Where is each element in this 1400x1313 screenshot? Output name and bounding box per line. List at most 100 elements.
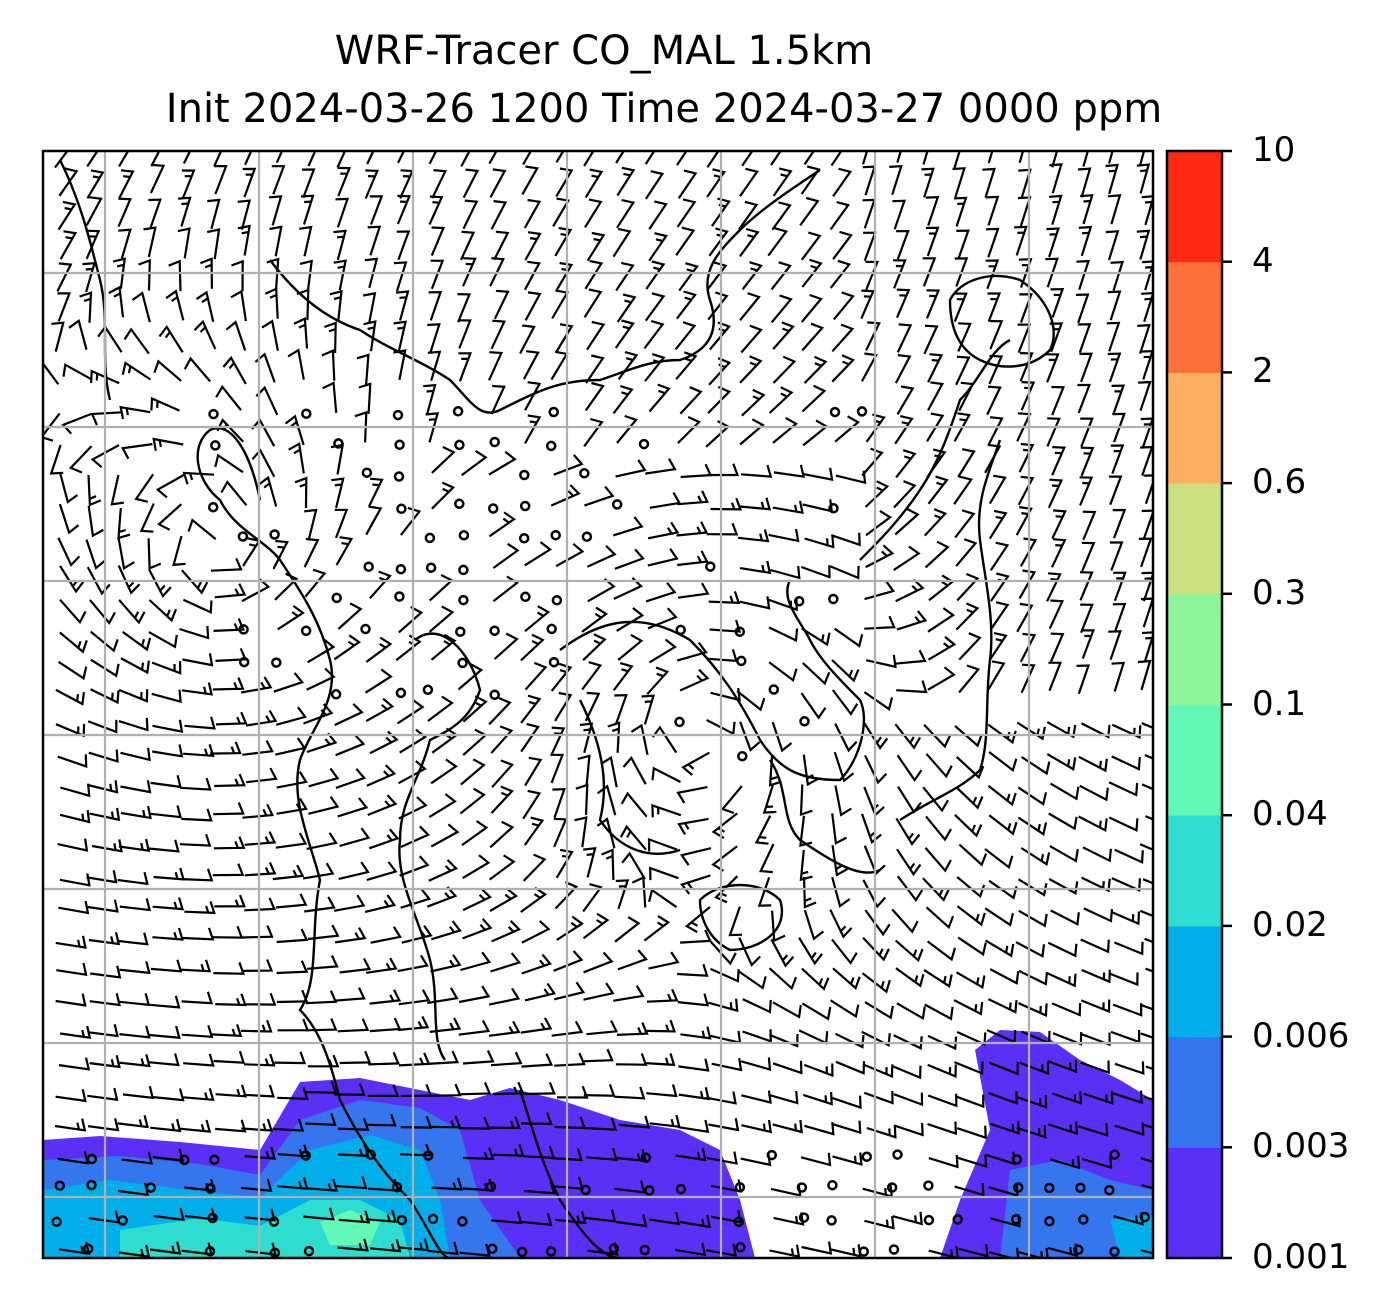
wind-barb — [200, 257, 213, 289]
calm-wind-marker — [826, 1215, 837, 1226]
calm-wind-marker — [548, 656, 560, 668]
wind-barb — [90, 658, 120, 678]
wind-barb — [520, 633, 545, 662]
wind-barb — [1108, 630, 1122, 661]
wind-barb — [953, 151, 961, 169]
wind-barb — [800, 692, 827, 720]
wind-barb — [1079, 784, 1109, 802]
wind-barb — [184, 1207, 217, 1221]
wind-barb — [677, 817, 709, 836]
wind-barb — [59, 472, 79, 504]
wind-barb — [585, 1117, 618, 1131]
wind-barb — [773, 1212, 805, 1226]
wind-barb — [369, 195, 384, 225]
wind-barb — [863, 1090, 894, 1105]
wind-barb — [334, 1083, 366, 1096]
calm-wind-marker — [268, 1216, 280, 1227]
wind-barb — [988, 814, 1018, 836]
wind-barb — [956, 229, 970, 260]
wind-barb — [273, 672, 305, 693]
wind-barb — [555, 542, 585, 568]
wind-barb — [364, 668, 393, 694]
wind-barb — [1046, 572, 1062, 602]
wind-barb — [86, 169, 105, 199]
wind-barb — [1082, 510, 1097, 541]
wind-barb — [864, 1001, 894, 1020]
wind-barb — [1017, 816, 1048, 837]
wind-barb — [803, 151, 816, 166]
wind-barb — [523, 816, 545, 846]
wind-barb — [648, 638, 677, 664]
wind-barb — [894, 415, 914, 445]
wind-barb — [206, 228, 221, 260]
wind-barb — [1141, 631, 1153, 662]
wind-barb — [91, 839, 123, 853]
colorbar-tick-label: 0.02 — [1252, 904, 1328, 945]
calm-wind-marker — [892, 1149, 903, 1160]
coastline-inlet — [769, 759, 881, 874]
wind-barb — [1078, 755, 1108, 773]
wind-barb — [299, 225, 313, 257]
wind-barb — [1078, 1123, 1109, 1137]
wind-barb — [430, 920, 462, 941]
wind-barb — [768, 967, 798, 991]
wind-barb — [985, 227, 1000, 258]
wind-barb — [830, 151, 843, 167]
wind-barb — [742, 1029, 772, 1043]
wind-barb — [87, 1087, 119, 1101]
wind-barb — [119, 1025, 151, 1039]
wind-barb — [177, 227, 191, 259]
wind-barb — [644, 1019, 677, 1033]
wind-barb — [866, 1125, 897, 1139]
wind-barb — [958, 843, 988, 867]
colorbar-band — [1167, 704, 1222, 816]
wind-barb — [742, 998, 772, 1014]
wind-barb — [675, 1242, 707, 1257]
wind-barb — [831, 659, 860, 683]
wind-barb — [583, 288, 603, 318]
wind-barb — [284, 414, 305, 446]
wind-barb — [675, 226, 696, 256]
calm-wind-marker — [458, 564, 469, 576]
wind-barb — [120, 657, 150, 675]
wind-barb — [1140, 1249, 1153, 1255]
wind-barb — [524, 605, 551, 633]
wind-barb — [118, 717, 149, 732]
wind-barb — [187, 518, 217, 540]
calm-wind-marker — [210, 440, 221, 451]
wind-barb — [79, 291, 93, 323]
calm-wind-marker — [485, 1181, 497, 1192]
wind-barb — [612, 385, 634, 415]
wind-barb — [768, 1090, 799, 1105]
wind-barb — [831, 1120, 862, 1135]
wind-barb — [554, 691, 573, 722]
wind-barb — [618, 1115, 651, 1129]
wind-barb — [550, 753, 565, 784]
wind-barb — [1075, 293, 1090, 324]
wind-barb — [649, 491, 682, 509]
wind-barb — [895, 449, 917, 479]
wind-barb — [523, 198, 542, 229]
wind-barb — [257, 475, 278, 507]
wind-barb — [1140, 1157, 1153, 1163]
wind-barb — [803, 1063, 834, 1078]
wind-barb — [955, 786, 984, 810]
wind-barb — [896, 610, 928, 631]
coastline-peninsula — [559, 579, 866, 782]
wind-barb — [956, 572, 980, 602]
wind-barb — [425, 412, 440, 443]
calm-wind-marker — [519, 469, 530, 481]
wind-barb — [251, 448, 276, 478]
wind-barb — [988, 1091, 1018, 1105]
wind-barb — [953, 292, 968, 323]
wind-barb — [393, 320, 408, 352]
wind-barb — [925, 196, 940, 226]
wind-barb — [769, 1244, 801, 1258]
wind-barb — [720, 785, 743, 815]
wind-barb — [339, 827, 371, 847]
wind-barb — [152, 1148, 185, 1162]
calm-wind-marker — [363, 561, 374, 572]
wind-barb — [1078, 167, 1092, 198]
wind-barb — [802, 1092, 833, 1106]
wind-barb — [123, 327, 150, 355]
